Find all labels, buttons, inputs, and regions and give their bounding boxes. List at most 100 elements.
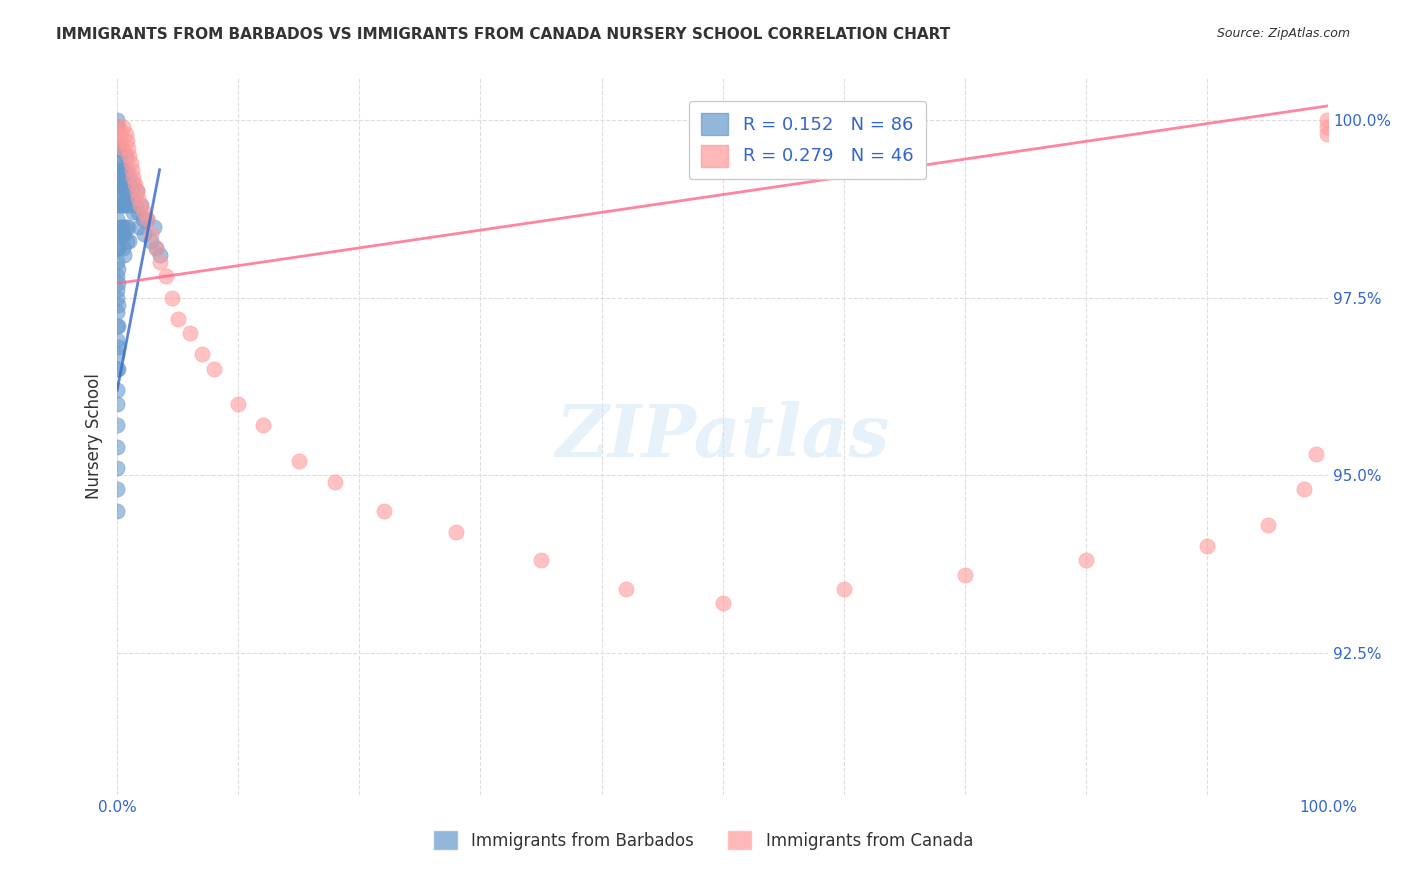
Point bbox=[105, 418, 128, 433]
Point bbox=[105, 318, 128, 333]
Point bbox=[105, 212, 128, 227]
Point bbox=[1292, 483, 1315, 497]
Point bbox=[105, 120, 128, 135]
Point bbox=[110, 191, 132, 205]
Point bbox=[110, 162, 132, 177]
Point bbox=[1074, 553, 1097, 567]
Point bbox=[108, 128, 131, 142]
Point bbox=[105, 134, 128, 148]
Point bbox=[124, 177, 146, 191]
Point bbox=[105, 162, 128, 177]
Point bbox=[114, 248, 136, 262]
Point bbox=[142, 219, 165, 234]
Point bbox=[105, 333, 128, 347]
Point bbox=[120, 155, 142, 169]
Point bbox=[1305, 447, 1327, 461]
Point bbox=[136, 212, 159, 227]
Point bbox=[108, 148, 131, 162]
Point bbox=[118, 148, 141, 162]
Point bbox=[125, 184, 148, 198]
Point bbox=[139, 227, 162, 241]
Point bbox=[108, 198, 131, 212]
Point bbox=[105, 284, 128, 298]
Point bbox=[105, 255, 128, 269]
Point bbox=[323, 475, 346, 490]
Point bbox=[105, 291, 128, 305]
Point bbox=[145, 241, 167, 255]
Point bbox=[105, 440, 128, 454]
Point bbox=[105, 383, 128, 397]
Point bbox=[112, 184, 135, 198]
Point bbox=[107, 162, 129, 177]
Point bbox=[107, 198, 129, 212]
Point bbox=[145, 241, 167, 255]
Point bbox=[114, 227, 136, 241]
Point bbox=[128, 219, 150, 234]
Point bbox=[107, 219, 129, 234]
Point bbox=[118, 234, 141, 248]
Point bbox=[288, 454, 311, 468]
Point bbox=[160, 291, 183, 305]
Point bbox=[148, 248, 170, 262]
Point bbox=[139, 234, 162, 248]
Point bbox=[105, 305, 128, 319]
Point bbox=[114, 169, 136, 184]
Point bbox=[115, 162, 138, 177]
Point bbox=[112, 219, 135, 234]
Point bbox=[108, 177, 131, 191]
Point bbox=[179, 326, 201, 340]
Point bbox=[1316, 128, 1339, 142]
Point bbox=[118, 198, 141, 212]
Point bbox=[111, 177, 134, 191]
Point bbox=[107, 141, 129, 155]
Point bbox=[115, 134, 138, 148]
Point bbox=[105, 361, 128, 376]
Point bbox=[105, 198, 128, 212]
Point bbox=[112, 120, 135, 135]
Point bbox=[122, 169, 145, 184]
Point bbox=[155, 269, 177, 284]
Point bbox=[1316, 113, 1339, 128]
Point bbox=[614, 582, 637, 596]
Point bbox=[107, 277, 129, 291]
Point bbox=[105, 397, 128, 411]
Point bbox=[124, 198, 146, 212]
Point bbox=[111, 141, 134, 155]
Point bbox=[112, 241, 135, 255]
Point bbox=[105, 241, 128, 255]
Point bbox=[105, 461, 128, 475]
Point bbox=[373, 503, 395, 517]
Point bbox=[148, 255, 170, 269]
Point bbox=[122, 205, 145, 219]
Point bbox=[530, 553, 553, 567]
Point bbox=[446, 524, 468, 539]
Point bbox=[114, 148, 136, 162]
Point bbox=[105, 155, 128, 169]
Point bbox=[711, 596, 734, 610]
Point bbox=[114, 128, 136, 142]
Point bbox=[107, 120, 129, 135]
Point bbox=[191, 347, 214, 361]
Text: Source: ZipAtlas.com: Source: ZipAtlas.com bbox=[1216, 27, 1350, 40]
Point bbox=[131, 212, 153, 227]
Point bbox=[105, 177, 128, 191]
Point bbox=[132, 205, 155, 219]
Point bbox=[117, 184, 139, 198]
Point bbox=[117, 219, 139, 234]
Point bbox=[125, 184, 148, 198]
Point bbox=[127, 205, 149, 219]
Point bbox=[118, 169, 141, 184]
Point bbox=[107, 298, 129, 312]
Point bbox=[105, 503, 128, 517]
Point bbox=[953, 567, 976, 582]
Point bbox=[105, 191, 128, 205]
Point bbox=[1316, 120, 1339, 135]
Point bbox=[111, 198, 134, 212]
Point bbox=[114, 184, 136, 198]
Point bbox=[115, 234, 138, 248]
Point bbox=[115, 198, 138, 212]
Point bbox=[252, 418, 274, 433]
Point bbox=[107, 120, 129, 135]
Point bbox=[105, 347, 128, 361]
Point bbox=[105, 227, 128, 241]
